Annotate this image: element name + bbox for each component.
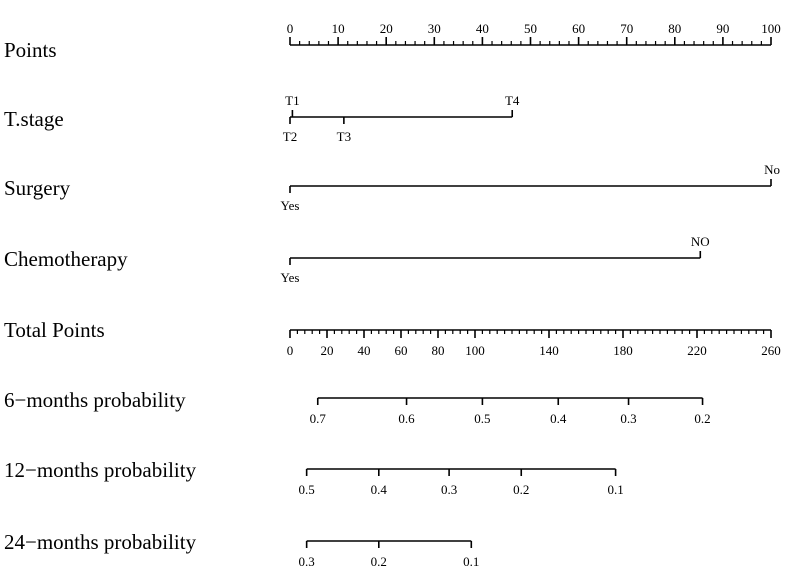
points-tick-label: 40 bbox=[476, 21, 489, 36]
total-points-tick-label: 140 bbox=[539, 343, 559, 358]
p24-tick-label: 0.3 bbox=[299, 554, 315, 569]
row-label-surgery: Surgery bbox=[4, 176, 71, 200]
p6-tick-label: 0.3 bbox=[620, 411, 636, 426]
total-points-tick-label: 100 bbox=[465, 343, 485, 358]
chemo-level-label: Yes bbox=[281, 270, 300, 285]
tstage-level-label: T3 bbox=[337, 129, 351, 144]
row-label-total-points: Total Points bbox=[4, 318, 105, 342]
tstage-level-label: T2 bbox=[283, 129, 297, 144]
points-tick-label: 0 bbox=[287, 21, 294, 36]
total-points-tick-label: 60 bbox=[395, 343, 408, 358]
chemotherapy-axis: Yes NO bbox=[281, 234, 710, 285]
total-points-tick-label: 20 bbox=[321, 343, 334, 358]
p12-tick-label: 0.3 bbox=[441, 482, 457, 497]
p12-tick-label: 0.4 bbox=[371, 482, 388, 497]
p12-tick-label: 0.1 bbox=[607, 482, 623, 497]
points-tick-label: 20 bbox=[380, 21, 393, 36]
row-label-points: Points bbox=[4, 38, 57, 62]
points-tick-label: 70 bbox=[620, 21, 633, 36]
total-points-tick-label: 40 bbox=[358, 343, 371, 358]
p6-tick-label: 0.6 bbox=[398, 411, 415, 426]
points-axis: 0 10 20 30 40 50 60 70 80 90 100 bbox=[287, 21, 781, 46]
row-label-12-months-probability: 12−months probability bbox=[4, 458, 197, 482]
total-points-tick-label: 80 bbox=[432, 343, 445, 358]
points-tick-label: 30 bbox=[428, 21, 441, 36]
twenty-four-month-probability-axis: 0.3 0.2 0.1 bbox=[299, 540, 479, 569]
row-label-chemotherapy: Chemotherapy bbox=[4, 247, 128, 271]
row-label-6-months-probability: 6−months probability bbox=[4, 388, 186, 412]
p6-tick-label: 0.4 bbox=[550, 411, 567, 426]
tstage-level-label: T4 bbox=[505, 93, 520, 108]
p6-tick-label: 0.5 bbox=[474, 411, 490, 426]
points-tick-label: 90 bbox=[716, 21, 729, 36]
surgery-level-label: Yes bbox=[281, 198, 300, 213]
tstage-axis: T1 T2 T3 T4 bbox=[283, 93, 520, 144]
total-points-tick-label: 220 bbox=[687, 343, 707, 358]
p12-tick-label: 0.5 bbox=[299, 482, 315, 497]
surgery-level-label: No bbox=[764, 162, 780, 177]
points-tick-label: 50 bbox=[524, 21, 537, 36]
surgery-axis: Yes No bbox=[281, 162, 780, 213]
total-points-tick-label: 260 bbox=[761, 343, 781, 358]
points-tick-label: 60 bbox=[572, 21, 585, 36]
total-points-tick-label: 180 bbox=[613, 343, 633, 358]
six-month-probability-axis: 0.7 0.6 0.5 0.4 0.3 0.2 bbox=[310, 397, 711, 426]
points-tick-label: 80 bbox=[668, 21, 681, 36]
points-tick-label: 100 bbox=[761, 21, 781, 36]
p24-tick-label: 0.1 bbox=[463, 554, 479, 569]
total-points-axis: 0 20 40 60 80 100 140 180 220 260 bbox=[287, 329, 781, 358]
p6-tick-label: 0.7 bbox=[310, 411, 327, 426]
total-points-tick-label: 0 bbox=[287, 343, 294, 358]
p6-tick-label: 0.2 bbox=[694, 411, 710, 426]
chemo-level-label: NO bbox=[691, 234, 710, 249]
p24-tick-label: 0.2 bbox=[371, 554, 387, 569]
twelve-month-probability-axis: 0.5 0.4 0.3 0.2 0.1 bbox=[299, 468, 624, 497]
points-tick-label: 10 bbox=[332, 21, 345, 36]
tstage-level-label: T1 bbox=[285, 93, 299, 108]
row-label-tstage: T.stage bbox=[4, 107, 64, 131]
p12-tick-label: 0.2 bbox=[513, 482, 529, 497]
row-label-24-months-probability: 24−months probability bbox=[4, 530, 197, 554]
